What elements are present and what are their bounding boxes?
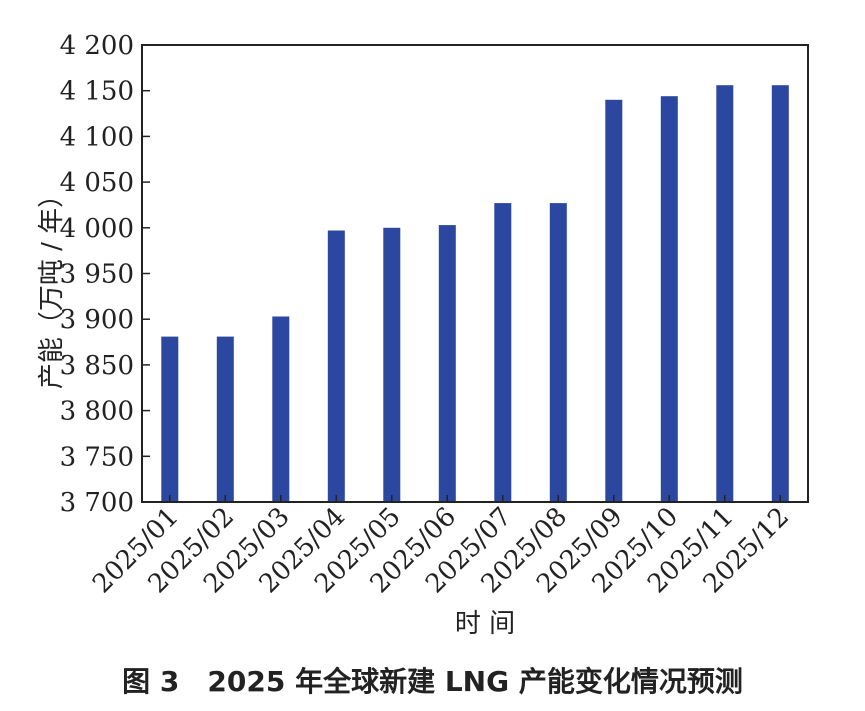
bar-2025/04 (327, 230, 345, 502)
bar-2025/01 (161, 336, 179, 502)
plot-frame (141, 44, 809, 503)
y-tick-label: 3 750 (60, 442, 134, 472)
y-tick-label: 3 850 (60, 351, 134, 381)
bar-2025/08 (549, 203, 567, 502)
bar-2025/10 (660, 96, 678, 502)
y-tick-label: 4 050 (60, 168, 134, 198)
bar-2025/05 (383, 227, 401, 503)
bars-group (161, 85, 789, 503)
y-tick-label: 3 950 (60, 260, 134, 290)
x-axis-title: 时 间 (455, 609, 515, 639)
bar-2025/03 (272, 316, 290, 502)
y-tick-label: 4 200 (60, 31, 134, 61)
y-tick-label: 4 000 (60, 214, 134, 244)
y-tick-label: 4 150 (60, 77, 134, 107)
y-tick-label: 4 100 (60, 122, 134, 152)
bar-2025/09 (605, 99, 623, 503)
y-tick-label: 3 900 (60, 305, 134, 335)
y-axis: 3 700 3 750 3 800 3 850 3 900 3 950 4 000 4 050… (60, 31, 150, 518)
bar-2025/07 (494, 203, 512, 502)
y-tick-label: 3 800 (60, 397, 134, 427)
bar-2025/12 (771, 85, 789, 502)
bar-2025/02 (216, 336, 234, 502)
x-axis: 2025/012025/022025/032025/042025/052025/… (87, 495, 795, 599)
y-axis-title: 产能（万吨 / 年） (37, 182, 67, 389)
bar-2025/06 (438, 225, 456, 502)
y-tick-label: 3 700 (60, 488, 134, 518)
bar-2025/11 (716, 85, 734, 502)
figure-caption: 图 3 2025 年全球新建 LNG 产能变化情况预测 (122, 665, 743, 698)
